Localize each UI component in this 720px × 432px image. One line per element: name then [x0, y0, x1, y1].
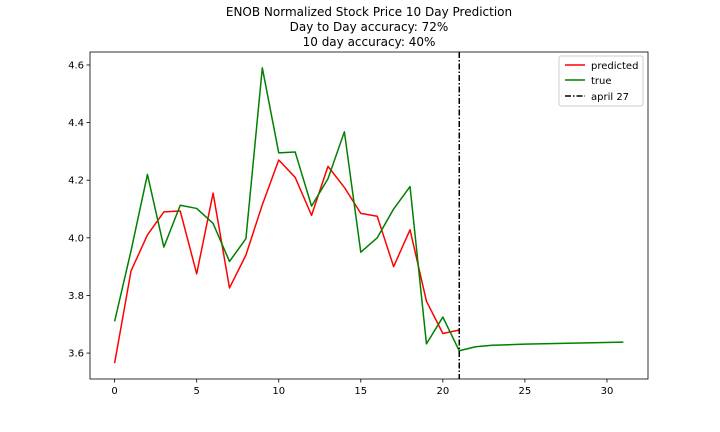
x-tick-label: 0	[111, 386, 117, 397]
chart-title: ENOB Normalized Stock Price 10 Day Predi…	[226, 5, 512, 19]
x-tick-label: 15	[354, 386, 367, 397]
x-tick-label: 5	[193, 386, 199, 397]
legend: predicted true april 27	[558, 55, 644, 107]
y-tick-label: 4.6	[68, 60, 84, 71]
x-tick-label: 20	[436, 386, 449, 397]
y-tick-label: 4.2	[68, 176, 84, 187]
x-tick-label: 10	[272, 386, 285, 397]
axes: 0 5 10 15 20 25 30 3.6 3.8 4.0 4.2 4.4 4.6	[68, 51, 649, 397]
y-tick-label: 3.6	[68, 349, 84, 360]
legend-frame	[558, 55, 644, 107]
axes-frame	[89, 51, 649, 380]
chart-subtitle-accuracy-10day: 10 day accuracy: 40%	[303, 35, 436, 49]
y-tick-label: 4.0	[68, 233, 84, 244]
x-tick-label: 25	[519, 386, 532, 397]
y-tick-label: 3.8	[68, 291, 84, 302]
series-line-predicted	[113, 159, 460, 364]
legend-label-true: true	[591, 76, 612, 87]
x-tick-label: 30	[601, 386, 614, 397]
plot-area	[113, 52, 624, 379]
legend-label-april-27: april 27	[591, 92, 629, 103]
series-line-true	[113, 67, 624, 352]
y-tick-label: 4.4	[68, 118, 84, 129]
chart-subtitle-accuracy-day: Day to Day accuracy: 72%	[290, 20, 449, 34]
legend-label-predicted: predicted	[591, 61, 638, 72]
